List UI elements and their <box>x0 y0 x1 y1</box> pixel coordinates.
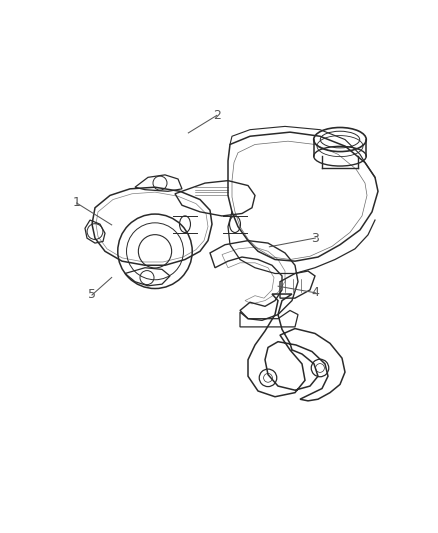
Text: 1: 1 <box>73 197 81 209</box>
Text: 3: 3 <box>311 231 319 245</box>
Text: 5: 5 <box>88 288 96 302</box>
Text: 2: 2 <box>213 109 221 122</box>
Text: 4: 4 <box>311 286 319 300</box>
